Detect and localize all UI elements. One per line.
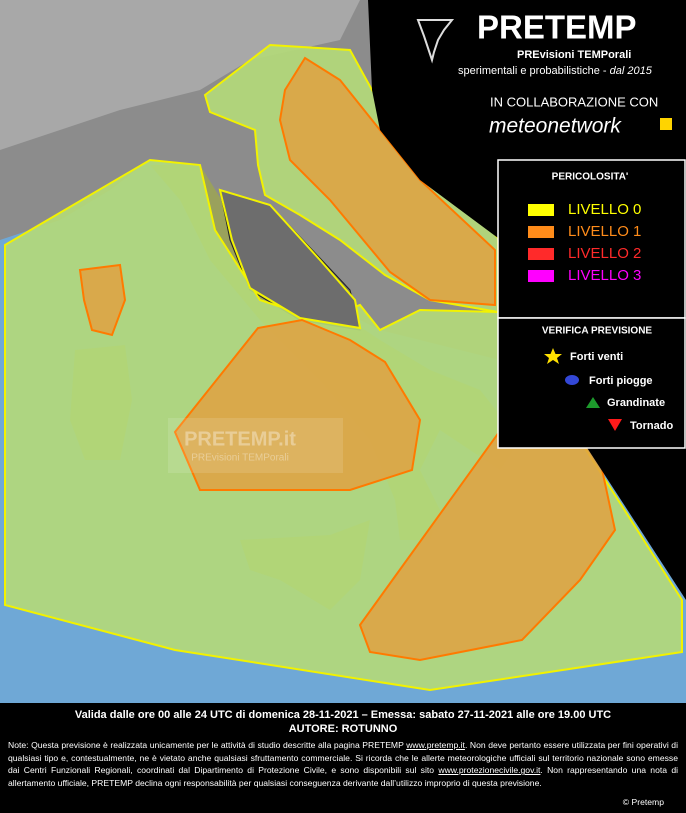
map: PRETEMP.it PREvisioni TEMPorali PRETEMP … <box>0 0 686 703</box>
legend-box <box>497 159 686 319</box>
note-link[interactable]: www.protezionecivile.gov.it <box>438 765 541 776</box>
tornado-icon <box>416 19 455 64</box>
note-text: Note: Questa previsione è realizzata uni… <box>8 740 407 750</box>
rain-icon <box>565 375 579 385</box>
level-label: LIVELLO 0 <box>568 201 641 218</box>
watermark-subtitle: PREvisioni TEMPorali <box>191 453 289 464</box>
legend-title: PERICOLOSITA' <box>552 172 629 183</box>
level-label: LIVELLO 2 <box>568 245 641 262</box>
level-1-area <box>278 56 496 307</box>
legend-levels: LIVELLO 0 LIVELLO 1 LIVELLO 2 LIVELLO 3 <box>528 201 641 284</box>
central-apennines <box>218 188 362 330</box>
note-text: . Non deve pertanto essere utilizzata pe… <box>8 740 678 776</box>
partner-logo <box>660 118 672 130</box>
brand-subtitle: PREvisioni TEMPorali <box>517 49 631 61</box>
note-text: . Non rappresentando una nota di allerta… <box>8 765 679 788</box>
watermark-box <box>168 418 343 473</box>
wind-icon <box>544 348 562 364</box>
validity: Valida dalle ore 00 alle 24 UTC di domen… <box>74 709 612 721</box>
disclaimer: Note: Questa previsione è realizzata uni… <box>8 739 678 789</box>
level-swatch <box>528 226 554 238</box>
level-swatch <box>528 270 554 282</box>
hail-icon <box>586 397 600 408</box>
tornado-marker <box>608 419 622 431</box>
verification-item: Grandinate <box>607 397 665 409</box>
verification-item: Forti piogge <box>589 375 653 387</box>
level-swatch <box>528 248 554 260</box>
watermark-title: PRETEMP.it <box>184 428 296 450</box>
collab: IN COLLABORAZIONE CON <box>490 94 658 109</box>
level-label: LIVELLO 1 <box>568 223 641 240</box>
level-label: LIVELLO 3 <box>568 267 641 284</box>
partner: meteonetwork <box>489 115 622 138</box>
tagline: sperimentali e probabilistiche - dal 201… <box>458 65 653 77</box>
level-1-area <box>173 318 422 491</box>
brand-title: PRETEMP <box>477 9 637 46</box>
alps <box>0 0 360 150</box>
level-swatch <box>528 204 554 216</box>
verification-title: VERIFICA PREVISIONE <box>542 326 653 337</box>
verification-item: Forti venti <box>570 351 623 363</box>
verification-item: Tornado <box>630 420 673 432</box>
copyright: © Pretemp <box>622 797 664 807</box>
level-1-area <box>78 263 127 337</box>
note-link[interactable]: www.pretemp.it <box>406 740 465 750</box>
author: AUTORE: ROTUNNO <box>288 723 398 735</box>
verification-box <box>497 317 686 449</box>
footer: Valida dalle ore 00 alle 24 UTC di domen… <box>0 703 686 813</box>
